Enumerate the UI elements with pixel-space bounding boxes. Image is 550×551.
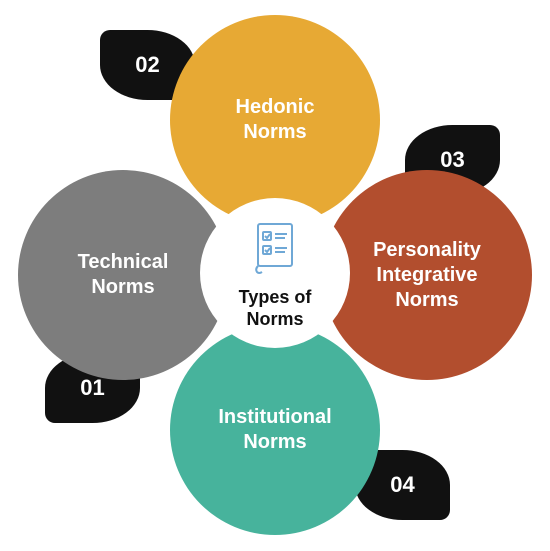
petal-label: Technical Norms	[78, 250, 169, 300]
petal-label: Hedonic Norms	[236, 95, 315, 145]
petal-personality: Personality Integrative Norms	[322, 170, 532, 380]
center-circle: Types of Norms	[200, 198, 350, 348]
petal-label: Institutional Norms	[218, 405, 331, 455]
checklist-icon	[245, 216, 305, 281]
petal-technical: Technical Norms	[18, 170, 228, 380]
petal-hedonic: Hedonic Norms	[170, 15, 380, 225]
petal-label: Personality Integrative Norms	[373, 238, 481, 313]
number-text: 01	[80, 375, 104, 401]
petal-institutional: Institutional Norms	[170, 325, 380, 535]
number-text: 02	[135, 52, 159, 78]
center-title: Types of Norms	[239, 287, 312, 330]
number-text: 04	[390, 472, 414, 498]
number-text: 03	[440, 147, 464, 173]
